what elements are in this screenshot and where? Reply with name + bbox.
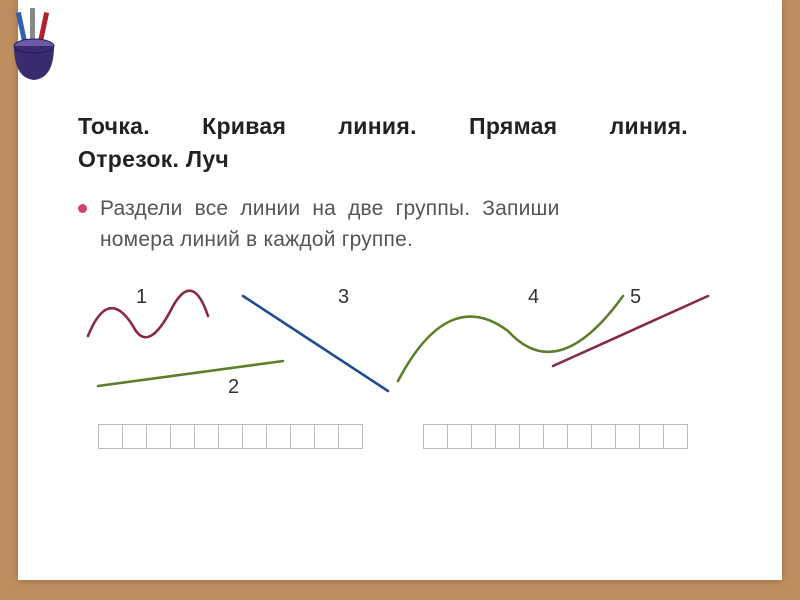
- answer-cell[interactable]: [218, 424, 243, 449]
- line-number-2: 2: [228, 376, 239, 399]
- worksheet-page: Точка. Кривая линия. Прямая линия. Отрез…: [18, 0, 782, 580]
- answer-cell[interactable]: [519, 424, 544, 449]
- title-word: Кривая: [202, 110, 286, 143]
- answer-cell[interactable]: [495, 424, 520, 449]
- title-word: линия.: [338, 110, 416, 143]
- title-line-1: Точка. Кривая линия. Прямая линия.: [78, 110, 688, 143]
- answer-cell[interactable]: [314, 424, 339, 449]
- answer-cell[interactable]: [447, 424, 472, 449]
- answer-boxes-row: [78, 424, 722, 449]
- line-3-straight: [243, 296, 388, 391]
- pencil-holder-icon: [6, 6, 64, 84]
- answer-cell[interactable]: [639, 424, 664, 449]
- line-4-curve: [398, 296, 623, 381]
- task-line-2: номера линий в каждой группе.: [100, 224, 722, 256]
- diagram-svg: [78, 276, 718, 416]
- answer-cell[interactable]: [663, 424, 688, 449]
- content-area: Точка. Кривая линия. Прямая линия. Отрез…: [18, 0, 782, 449]
- line-number-5: 5: [630, 286, 641, 309]
- answer-cell[interactable]: [122, 424, 147, 449]
- answer-cell[interactable]: [567, 424, 592, 449]
- answer-cell[interactable]: [423, 424, 448, 449]
- line-number-1: 1: [136, 286, 147, 309]
- answer-cell[interactable]: [242, 424, 267, 449]
- lines-diagram: 1 2 3 4 5: [78, 276, 718, 416]
- answer-cell[interactable]: [98, 424, 123, 449]
- line-1-curve: [88, 290, 208, 337]
- answer-cell[interactable]: [591, 424, 616, 449]
- answer-cell[interactable]: [290, 424, 315, 449]
- line-number-3: 3: [338, 286, 349, 309]
- title-word: линия.: [610, 110, 688, 143]
- bullet-icon: [78, 204, 87, 213]
- answer-cell[interactable]: [615, 424, 640, 449]
- title-line-2: Отрезок. Луч: [78, 143, 722, 176]
- line-2-straight: [98, 361, 283, 386]
- answer-group-1[interactable]: [98, 424, 363, 449]
- answer-cell[interactable]: [194, 424, 219, 449]
- answer-cell[interactable]: [266, 424, 291, 449]
- answer-cell[interactable]: [471, 424, 496, 449]
- answer-group-2[interactable]: [423, 424, 688, 449]
- answer-cell[interactable]: [338, 424, 363, 449]
- page-title: Точка. Кривая линия. Прямая линия. Отрез…: [78, 110, 722, 177]
- task-text: Раздели все линии на две группы. Запиши …: [78, 193, 722, 256]
- line-number-4: 4: [528, 286, 539, 309]
- answer-cell[interactable]: [170, 424, 195, 449]
- task-line-1: Раздели все линии на две группы. Запиши: [100, 193, 710, 225]
- title-word: Прямая: [469, 110, 557, 143]
- answer-cell[interactable]: [146, 424, 171, 449]
- answer-cell[interactable]: [543, 424, 568, 449]
- title-word: Точка.: [78, 110, 150, 143]
